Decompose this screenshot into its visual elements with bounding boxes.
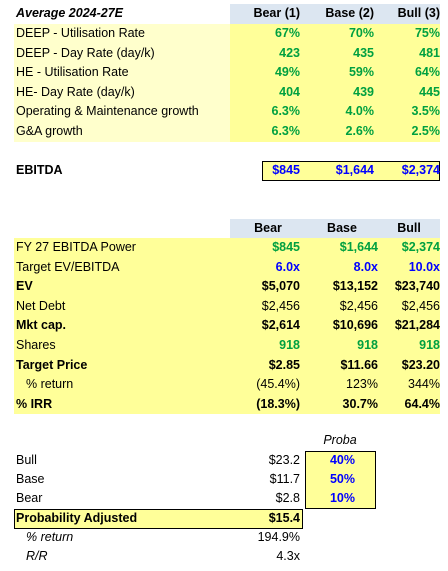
cell: 10% bbox=[329, 491, 355, 505]
cell: $1,644 bbox=[335, 163, 374, 177]
cell: $23,740 bbox=[394, 279, 440, 294]
header-fill bbox=[230, 4, 440, 24]
cell: 445 bbox=[419, 84, 440, 99]
row-label: Net Debt bbox=[16, 298, 66, 313]
cell: 918 bbox=[419, 338, 440, 352]
row-label: Operating & Maintenance growth bbox=[16, 104, 199, 119]
table-title: Average 2024-27E bbox=[16, 6, 124, 20]
cell: 4.0% bbox=[345, 104, 375, 119]
cell: $2,456 bbox=[261, 298, 300, 313]
cell: 194.9% bbox=[257, 530, 300, 544]
cell: $2,614 bbox=[261, 318, 300, 333]
column-header: Bull (3) bbox=[397, 6, 440, 20]
cell: 4.3x bbox=[276, 549, 300, 563]
cell: 439 bbox=[353, 84, 374, 99]
column-header: Bear bbox=[254, 221, 282, 235]
cell: $11.7 bbox=[269, 472, 300, 486]
cell: $23.2 bbox=[268, 453, 300, 467]
cell: $2.8 bbox=[275, 491, 300, 505]
row-label: % return bbox=[26, 377, 74, 392]
cell: 344% bbox=[408, 377, 440, 392]
row-label: % IRR bbox=[16, 396, 53, 411]
row-label: Shares bbox=[16, 338, 56, 352]
cell: $845 bbox=[272, 240, 300, 254]
cell: 2.5% bbox=[411, 124, 441, 138]
row-label: R/R bbox=[26, 549, 48, 563]
cell: $10,696 bbox=[332, 318, 378, 333]
row-label: Target EV/EBITDA bbox=[16, 259, 120, 274]
cell: 59% bbox=[348, 65, 374, 80]
cell: 10.0x bbox=[408, 259, 440, 274]
cell: 2.6% bbox=[345, 124, 375, 138]
row-label: Target Price bbox=[16, 357, 88, 372]
row-label: G&A growth bbox=[16, 124, 83, 138]
cell: 64% bbox=[414, 65, 440, 80]
value-fill bbox=[230, 24, 440, 142]
cell: 423 bbox=[279, 45, 300, 60]
cell: $13,152 bbox=[332, 279, 378, 294]
cell: 918 bbox=[357, 338, 378, 352]
cell: $2.85 bbox=[268, 357, 300, 372]
cell: $845 bbox=[272, 163, 300, 177]
header-fill bbox=[230, 219, 440, 238]
cell: 8.0x bbox=[353, 259, 378, 274]
cell: 918 bbox=[279, 338, 300, 352]
cell: 6.3% bbox=[271, 104, 301, 119]
cell: 40% bbox=[329, 453, 355, 467]
cell: $1,644 bbox=[339, 240, 378, 254]
row-label: EBITDA bbox=[16, 163, 63, 177]
cell: 404 bbox=[279, 84, 300, 99]
cell: 3.5% bbox=[411, 104, 441, 119]
row-label: DEEP - Utilisation Rate bbox=[16, 26, 145, 40]
row-label: DEEP - Day Rate (day/k) bbox=[16, 45, 155, 60]
cell: $2,456 bbox=[339, 298, 378, 313]
adjusted-box bbox=[14, 509, 303, 529]
cell: 49% bbox=[274, 65, 300, 80]
cell: 30.7% bbox=[342, 396, 378, 411]
cell: 435 bbox=[353, 45, 374, 60]
ebitda-box bbox=[262, 161, 440, 181]
cell: 50% bbox=[329, 472, 355, 486]
cell: 6.3% bbox=[271, 124, 301, 138]
cell: $2,374 bbox=[401, 240, 440, 254]
cell: $15.4 bbox=[268, 511, 300, 525]
label-fill bbox=[14, 24, 230, 142]
proba-box bbox=[305, 451, 376, 509]
column-header: Bear (1) bbox=[253, 6, 300, 20]
row-label: % return bbox=[26, 530, 74, 544]
row-label: Bull bbox=[16, 453, 37, 467]
valuation-fill bbox=[14, 238, 440, 414]
column-header: Base bbox=[327, 221, 357, 235]
cell: 6.0x bbox=[275, 259, 300, 274]
row-label: Base bbox=[16, 472, 45, 486]
row-label: Probability Adjusted bbox=[16, 511, 138, 525]
cell: $11.66 bbox=[340, 357, 378, 372]
cell: 75% bbox=[414, 26, 440, 40]
row-label: EV bbox=[16, 279, 33, 294]
cell: $5,070 bbox=[261, 279, 300, 294]
cell: $2,374 bbox=[401, 163, 440, 177]
cell: 481 bbox=[419, 45, 440, 60]
cell: $23.20 bbox=[401, 357, 440, 372]
row-label: Bear bbox=[16, 491, 43, 505]
cell: 123% bbox=[346, 377, 378, 392]
cell: $21,284 bbox=[394, 318, 440, 333]
cell: 70% bbox=[348, 26, 374, 40]
row-label: FY 27 EBITDA Power bbox=[16, 240, 136, 254]
column-header: Bull bbox=[397, 221, 421, 235]
cell: 64.4% bbox=[404, 396, 440, 411]
row-label: Mkt cap. bbox=[16, 318, 67, 333]
column-header: Proba bbox=[323, 433, 357, 447]
row-label: HE- Day Rate (day/k) bbox=[16, 84, 135, 99]
cell: $2,456 bbox=[401, 298, 440, 313]
column-header: Base (2) bbox=[325, 6, 374, 20]
row-label: HE - Utilisation Rate bbox=[16, 65, 129, 80]
cell: (18.3%) bbox=[256, 396, 300, 411]
cell: 67% bbox=[274, 26, 300, 40]
cell: (45.4%) bbox=[256, 377, 300, 392]
